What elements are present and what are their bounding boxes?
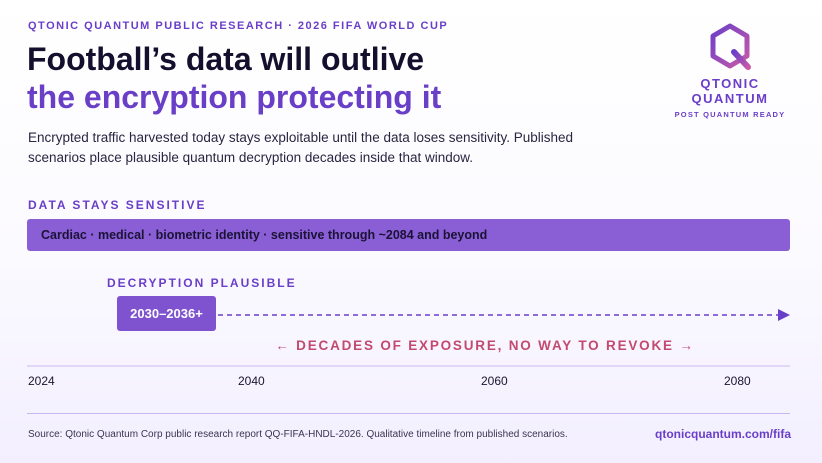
footer-link[interactable]: qtonicquantum.com/fifa xyxy=(655,427,791,441)
exposure-annotation: ← DECADES OF EXPOSURE, NO WAY TO REVOKE … xyxy=(275,338,695,353)
exposure-arrowhead xyxy=(778,309,790,321)
sensitive-band-text: Cardiac · medical · biometric identity ·… xyxy=(41,228,488,242)
decryption-section-label: DECRYPTION PLAUSIBLE xyxy=(107,276,297,290)
logo-name: QTONIC QUANTUM xyxy=(691,76,769,106)
tick-label-2080: 2080 xyxy=(724,374,751,388)
logo-tagline: POST QUANTUM READY xyxy=(674,110,786,119)
sensitive-band: Cardiac · medical · biometric identity ·… xyxy=(27,219,790,251)
eyebrow: QTONIC QUANTUM PUBLIC RESEARCH · 2026 FI… xyxy=(28,20,449,32)
title-line-1: Football’s data will outlive xyxy=(27,41,425,77)
title-line-2: the encryption protecting it xyxy=(27,79,442,115)
timeline-axis xyxy=(27,365,790,367)
page-title: Football’s data will outlive the encrypt… xyxy=(27,40,441,116)
q-logo-icon xyxy=(710,23,751,70)
logo: QTONIC QUANTUM POST QUANTUM READY xyxy=(660,22,800,119)
sensitive-section-label: DATA STAYS SENSITIVE xyxy=(28,198,207,212)
subtitle: Encrypted traffic harvested today stays … xyxy=(28,130,574,165)
tick-label-2024: 2024 xyxy=(28,374,55,388)
decryption-box: 2030–2036+ xyxy=(117,296,216,331)
source-note: Source: Qtonic Quantum Corp public resea… xyxy=(28,429,568,440)
exposure-arrow xyxy=(218,309,790,321)
tick-label-2060: 2060 xyxy=(481,374,508,388)
footer-rule xyxy=(27,413,790,414)
tick-label-2040: 2040 xyxy=(238,374,265,388)
